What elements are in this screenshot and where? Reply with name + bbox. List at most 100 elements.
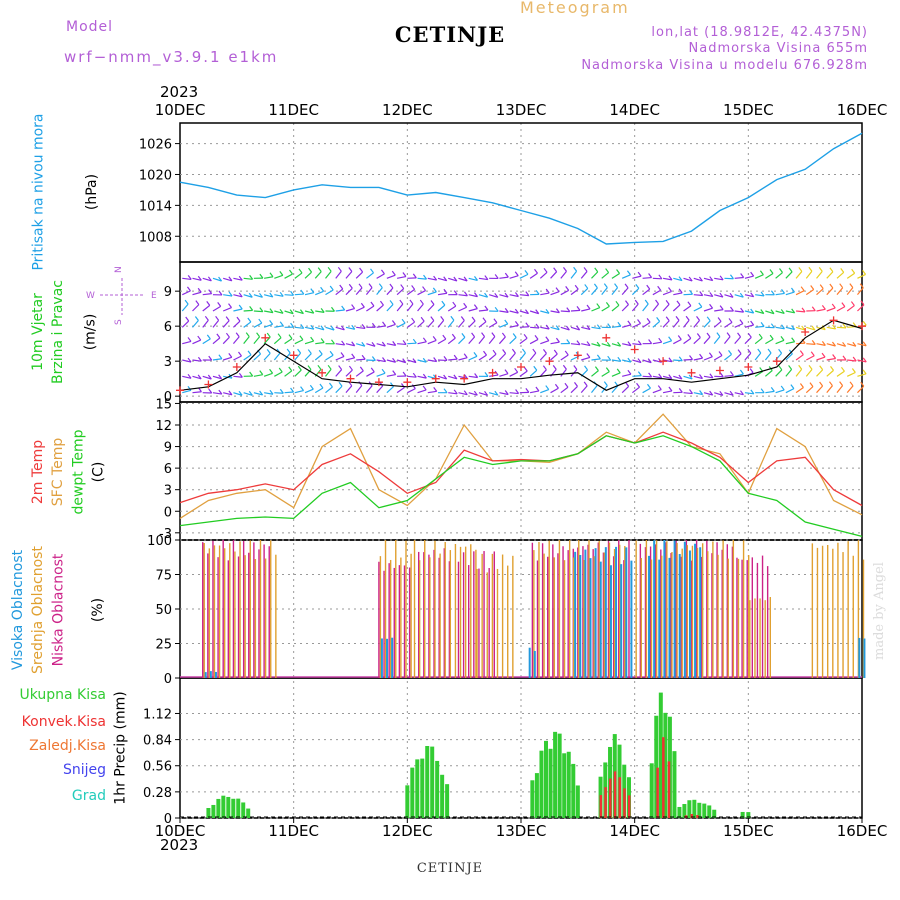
wind-barb <box>437 292 448 296</box>
wind-barb-flag <box>245 332 250 337</box>
wind-barb-flag <box>259 390 264 396</box>
wind-barb <box>662 290 672 296</box>
wind-barb-flag <box>501 332 506 338</box>
wind-barb-flag <box>259 292 263 298</box>
total-precip-bar <box>410 767 415 818</box>
wind-barb-flag <box>545 385 550 390</box>
wind-barb-flag <box>617 356 622 362</box>
wind-barb <box>202 375 212 380</box>
wind-barb-flag <box>808 266 813 272</box>
wind-barb-flag <box>749 368 754 374</box>
wind-barb-flag <box>297 348 302 354</box>
wind-barb <box>539 369 547 377</box>
y-tick-label: 0 <box>164 672 172 687</box>
wind-barb <box>703 356 713 361</box>
temp-unit-label: (C) <box>89 461 106 483</box>
pressure-unit-label: (hPa) <box>84 173 101 211</box>
wind-barb-flag <box>574 382 578 387</box>
wind-barb-flag <box>359 366 364 372</box>
wind-barb-flag <box>317 364 322 370</box>
wind-barb-flag <box>737 332 742 338</box>
wind-barb-flag <box>197 275 202 281</box>
total-precip-bar <box>548 748 553 818</box>
y-tick-label: 0 <box>164 390 172 405</box>
wind-barb-flag <box>840 267 845 273</box>
wind-barb <box>284 273 293 279</box>
wind-barb <box>734 294 744 298</box>
y-tick-label: 0.84 <box>143 734 172 749</box>
wind-barb <box>693 375 703 380</box>
wind-barb <box>642 359 652 364</box>
wind-barb-flag <box>238 372 243 378</box>
wind-barb-flag <box>463 291 468 297</box>
wind-barb-flag <box>420 316 425 322</box>
wind-barb <box>212 305 221 312</box>
y-tick-label: 9 <box>164 285 172 300</box>
wind-barb-flag <box>207 276 212 282</box>
wind-barb-flag <box>290 387 295 393</box>
wind-barb-flag <box>555 337 560 343</box>
wind-barb-flag <box>441 300 446 306</box>
wind-barb <box>836 271 845 279</box>
wind-barb <box>458 392 468 396</box>
wind-barb-flag <box>605 301 610 307</box>
wind-barb-flag <box>235 332 240 338</box>
wind-barb <box>611 273 620 279</box>
wind-barb-flag <box>269 272 274 278</box>
wind-barb-flag <box>656 317 661 322</box>
wind-barb-flag <box>728 350 733 355</box>
wind-barb <box>673 277 683 282</box>
wind-barb <box>796 310 806 313</box>
total-precip-bar <box>246 808 251 818</box>
wind-barb-flag <box>790 287 795 293</box>
wind-barb <box>591 326 601 330</box>
wind-barb-flag <box>381 368 386 374</box>
wind-barb <box>315 341 325 345</box>
wind-barb <box>345 287 353 296</box>
wind-barb-flag <box>320 325 325 331</box>
wind-barb-flag <box>299 309 304 314</box>
total-precip-bar <box>440 774 445 818</box>
wind-barb <box>754 274 764 279</box>
wind-barb <box>365 287 373 296</box>
wind-barb-flag <box>411 317 416 323</box>
wind-barb-flag <box>860 381 865 387</box>
wind-barb-flag <box>770 386 775 392</box>
y-tick-label: 100 <box>147 534 172 549</box>
wind-barb-flag <box>358 381 363 386</box>
wind-barb <box>447 319 455 328</box>
y-tick-label: -3 <box>159 527 172 542</box>
wind-barb <box>580 288 589 296</box>
wind-barb-flag <box>840 366 845 372</box>
wind-barb <box>212 337 221 345</box>
wind-barb-flag <box>494 306 499 312</box>
wind-barb <box>662 303 670 312</box>
wind-barb <box>744 310 754 314</box>
wind-barb-flag <box>573 365 578 370</box>
wind-barb <box>376 372 386 377</box>
wind-barb-flag <box>637 371 642 376</box>
wind-barb <box>489 374 499 377</box>
wind-barb-flag <box>668 275 673 281</box>
wind-gust-marker <box>715 366 724 375</box>
y-tick-label: 0.28 <box>143 786 172 801</box>
wind-barb-flag <box>678 374 683 380</box>
wind-barb-flag <box>297 365 302 371</box>
wind-barb <box>478 354 487 361</box>
wind-barb <box>846 371 856 377</box>
wind-barb <box>529 272 538 279</box>
wind-barb-flag <box>371 322 376 328</box>
wind-barb-flag <box>658 274 663 280</box>
wind-gust-marker <box>204 380 213 389</box>
wind-barb-flag <box>842 355 847 361</box>
wind-barb <box>836 287 844 296</box>
wind-barb-flag <box>422 373 427 379</box>
wind-barb-flag <box>453 354 458 360</box>
wind-barb <box>775 339 785 345</box>
wind-barb-flag <box>197 374 202 380</box>
wind-barb <box>765 273 774 279</box>
wind-barb-flag <box>689 355 694 360</box>
wind-barb-flag <box>484 275 489 280</box>
wind-barb <box>632 386 640 394</box>
wind-barb-flag <box>635 284 640 289</box>
